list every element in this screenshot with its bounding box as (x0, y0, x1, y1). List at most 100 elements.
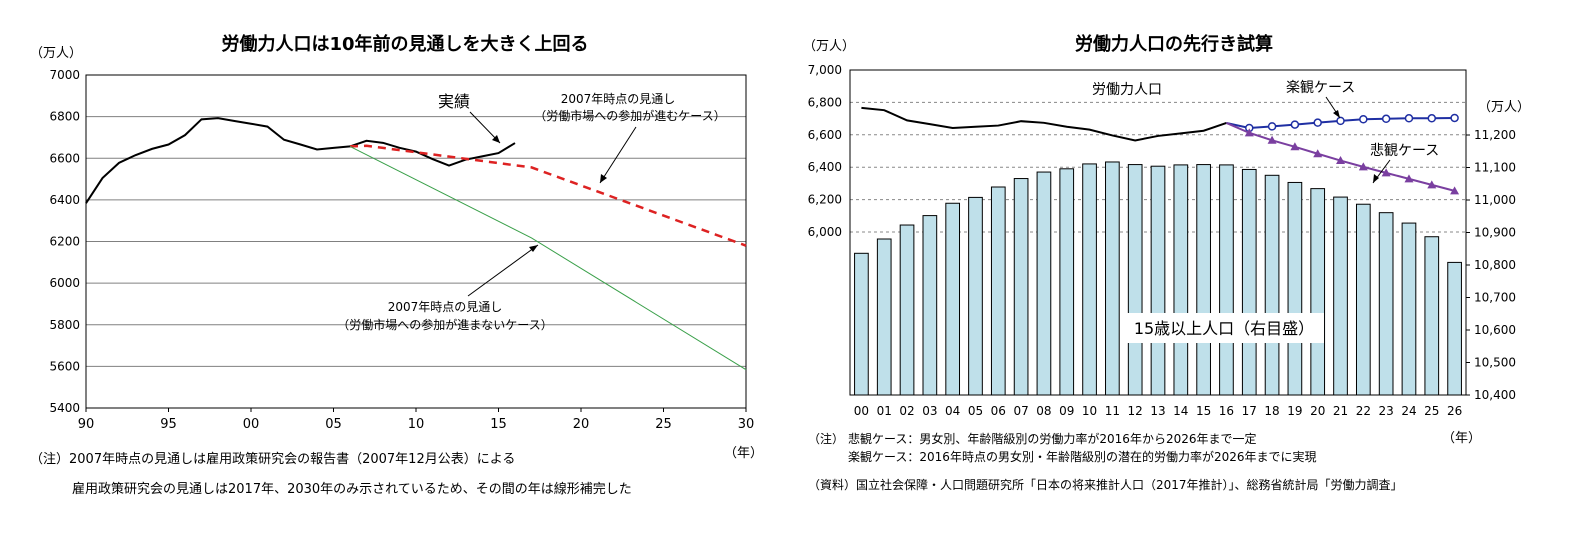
right-lines-group (861, 106, 1460, 195)
right-x-tick: 04 (945, 404, 960, 418)
pessimistic-marker (1313, 149, 1323, 158)
optimistic-marker (1381, 114, 1391, 124)
right-left-y-tick: 6,200 (808, 193, 842, 207)
right-chart-title: 労働力人口の先行き試算 (1075, 33, 1273, 55)
left-y-tick-labels: 5400 5600 5800 6000 6200 6400 6600 6800 7000 (49, 68, 80, 415)
population-bar (1173, 164, 1189, 396)
pessimistic-marker (1244, 128, 1254, 137)
label-labor-force: 労働力人口 (1092, 82, 1162, 98)
annotation-down-arrowhead (529, 245, 538, 252)
label-optimistic-arrowhead (1333, 110, 1340, 118)
right-x-tick: 12 (1128, 404, 1143, 418)
left-gridlines (86, 116, 746, 367)
left-series-group (85, 117, 747, 371)
right-x-axis-unit: （年） (1442, 431, 1481, 446)
right-x-tick-labels: 00 01 02 03 04 05 06 07 08 09 10 11 12 13 14 15 16 17 18 19… (854, 404, 1462, 418)
population-bar (922, 215, 938, 396)
left-plot-frame (85, 74, 747, 409)
right-right-y-tick: 11,100 (1474, 161, 1516, 175)
left-x-axis-unit: （年） (724, 446, 763, 461)
population-bar (1447, 261, 1462, 396)
left-y-tick: 5400 (49, 401, 80, 415)
right-x-tick: 15 (1196, 404, 1211, 418)
right-right-y-tick: 11,000 (1474, 193, 1516, 207)
label-optimistic-case: 楽観ケース (1286, 79, 1355, 96)
population-bar (1310, 188, 1326, 396)
left-y-tick: 6000 (49, 276, 80, 290)
population-bar (1264, 174, 1280, 396)
population-bar (968, 196, 983, 396)
right-right-y-tick: 10,500 (1474, 356, 1516, 370)
pessimistic-marker (1358, 162, 1368, 171)
right-note-2: 楽観ケース：2016年時点の男女別・年齢階級別の潜在的労働力率が2026年までに… (848, 449, 1316, 464)
pessimistic-marker (1427, 180, 1437, 189)
right-x-tick: 05 (968, 404, 983, 418)
population-bar (1401, 222, 1417, 396)
right-x-tick: 25 (1424, 404, 1439, 418)
optimistic-marker (1404, 114, 1414, 123)
right-right-y-tick: 10,800 (1474, 258, 1516, 272)
optimistic-marker (1290, 120, 1300, 129)
population-bar (1378, 212, 1394, 396)
right-left-y-tick: 7,000 (808, 63, 842, 77)
right-left-y-tick: 6,600 (808, 128, 842, 142)
pessimistic-marker (1404, 174, 1414, 183)
left-y-tick: 7000 (49, 68, 80, 82)
population-bar (1013, 178, 1029, 396)
annotation-up-line1: 2007年時点の見通し (561, 92, 676, 106)
annotation-up-line2: （労働市場への参加が進むケース） (534, 108, 725, 123)
pessimistic-marker (1450, 186, 1460, 195)
optimistic-marker (1450, 113, 1459, 123)
population-bar (899, 224, 915, 396)
right-x-tick: 07 (1013, 404, 1028, 418)
population-bar (1036, 171, 1052, 396)
population-bar (1105, 161, 1120, 396)
right-x-tick: 06 (991, 404, 1006, 418)
annotation-actual: 実績 (438, 92, 470, 111)
right-x-tick: 00 (854, 404, 869, 418)
left-x-tick: 25 (655, 417, 672, 432)
optimistic-marker (1359, 114, 1368, 124)
population-bar (1355, 203, 1371, 396)
right-right-y-tick: 10,400 (1474, 388, 1516, 402)
left-series-forecast-participation-flat (349, 145, 747, 371)
right-source: （資料）国立社会保障・人口問題研究所「日本の将来推計人口（2017年推計）」、総… (808, 477, 1403, 492)
optimistic-marker (1267, 122, 1277, 131)
left-x-tick: 95 (160, 417, 177, 432)
left-y-tick: 6400 (49, 193, 80, 207)
left-y-axis-unit: （万人） (30, 46, 82, 61)
right-x-tick: 11 (1105, 404, 1120, 418)
population-bar (945, 202, 961, 396)
right-x-tick: 18 (1264, 404, 1279, 418)
left-y-tick: 6800 (49, 110, 80, 124)
population-bar (1082, 163, 1097, 396)
right-x-tick: 08 (1036, 404, 1051, 418)
left-x-tick: 10 (408, 417, 425, 432)
right-x-tick: 21 (1333, 404, 1348, 418)
left-y-tick: 5600 (49, 359, 80, 373)
right-x-tick: 17 (1242, 404, 1257, 418)
right-x-tick: 23 (1379, 404, 1394, 418)
population-label-box (1124, 313, 1324, 343)
right-x-tick: 13 (1150, 404, 1165, 418)
pessimistic-marker (1381, 168, 1391, 177)
right-x-tick: 22 (1356, 404, 1371, 418)
right-x-tick: 01 (877, 404, 892, 418)
left-series-actual (85, 117, 516, 204)
right-x-tick: 14 (1173, 404, 1188, 418)
right-left-y-tick: 6,400 (808, 160, 842, 174)
pessimistic-marker (1336, 156, 1346, 165)
annotation-up-arrow (599, 126, 637, 184)
left-x-tick: 30 (738, 417, 755, 432)
left-x-tick-labels: 90 95 00 05 10 15 20 25 30 (78, 408, 755, 432)
annotation-down-line2: （労働市場への参加が進まないケース） (337, 317, 552, 332)
right-x-tick: 09 (1059, 404, 1074, 418)
right-x-tick: 20 (1310, 404, 1325, 418)
population-bar (876, 238, 892, 396)
left-x-tick: 05 (325, 417, 342, 432)
pessimistic-marker (1267, 135, 1277, 144)
right-x-tick: 02 (899, 404, 914, 418)
label-pessimistic-arrowhead (1373, 174, 1379, 183)
right-right-y-axis-unit: （万人） (1478, 100, 1530, 115)
right-right-y-tick: 10,900 (1474, 226, 1516, 240)
